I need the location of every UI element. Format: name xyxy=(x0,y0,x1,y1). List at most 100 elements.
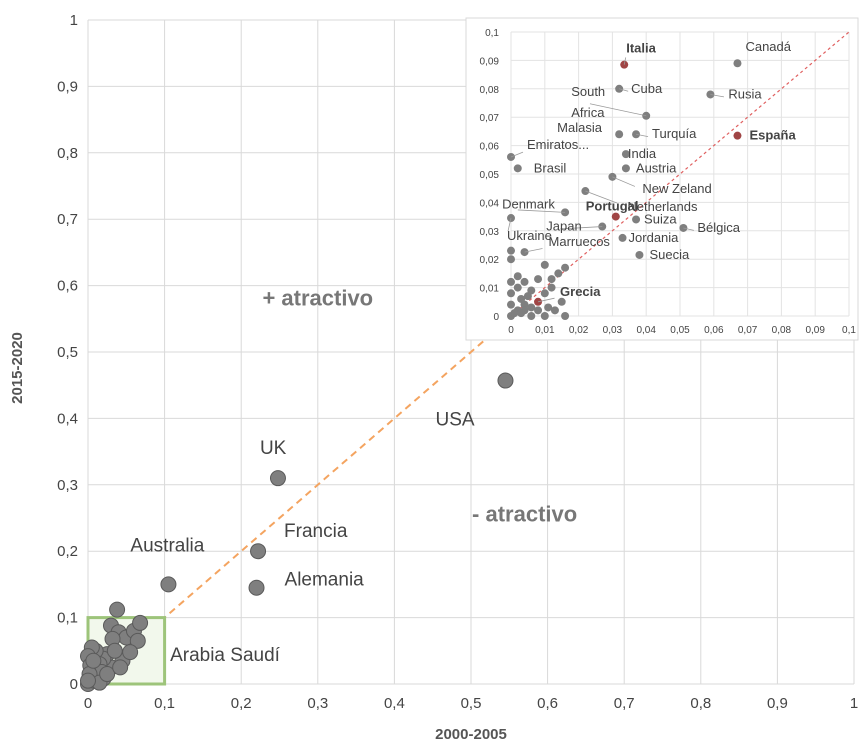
inset-point xyxy=(513,272,522,281)
inset-point-espana xyxy=(733,131,742,140)
inset-label-austria: Austria xyxy=(636,160,677,175)
main-point xyxy=(99,666,116,683)
inset-point-jordania xyxy=(618,233,627,242)
inset-leader-marruecos xyxy=(524,248,543,253)
main-point-australia xyxy=(160,576,177,593)
inset-label-italia: Italia xyxy=(626,41,656,56)
inset-label-cuba: Cuba xyxy=(631,81,663,96)
inset-y-tick-label: 0 xyxy=(493,312,499,323)
inset-leader-belgica xyxy=(683,227,694,231)
inset-point-suiza xyxy=(632,215,641,224)
main-y-tick-label: 0,7 xyxy=(57,211,78,228)
inset-x-tick-label: 0,08 xyxy=(772,325,792,336)
inset-y-tick-label: 0,01 xyxy=(480,284,500,295)
main-x-tick-label: 0,3 xyxy=(307,695,328,712)
inset-point xyxy=(527,312,536,320)
inset-label-espana: España xyxy=(749,128,796,143)
inset-label-grecia: Grecia xyxy=(560,284,601,299)
inset-label-malasia: Malasia xyxy=(557,120,603,135)
main-label-francia: Francia xyxy=(284,521,348,542)
main-point-alemania xyxy=(248,579,265,596)
inset-chart: 0 0,01 0,02 0,03 0,04 0,05 0,06 0,07 0,08 0,09 0,1… xyxy=(465,17,859,341)
main-tick-labels: 0 0,1 0,2 0,3 0,4 0,5 0,6 0,7 0,8 0,9 1 0 0,1 0,2 0,3 0… xyxy=(57,12,858,712)
inset-leader-cuba xyxy=(619,88,629,92)
main-x-tick-label: 0,8 xyxy=(690,695,711,712)
main-diagonal-line xyxy=(87,324,503,685)
inset-leader-denmark xyxy=(517,209,566,213)
inset-x-tick-label: 0,1 xyxy=(842,325,856,336)
inset-x-tick-label: 0,01 xyxy=(535,325,555,336)
inset-label-emiratos: Emiratos... xyxy=(527,137,589,152)
inset-label-india: India xyxy=(628,146,657,161)
inset-point xyxy=(544,303,553,312)
main-y-tick-label: 0 xyxy=(70,676,78,693)
y-axis-title: 2015-2020 xyxy=(9,332,26,404)
inset-y-tick-label: 0,04 xyxy=(480,198,500,209)
inset-point xyxy=(507,300,515,309)
main-y-tick-label: 0,2 xyxy=(57,543,78,560)
inset-point-austria xyxy=(621,164,630,173)
region-label-atractivo: + atractivo xyxy=(262,286,373,311)
inset-x-tick-label: 0,02 xyxy=(569,325,589,336)
main-x-tick-label: 0,4 xyxy=(384,695,405,712)
inset-label-belgica: Bélgica xyxy=(697,220,740,235)
inset-label-turquia: Turquía xyxy=(652,126,697,141)
main-point xyxy=(80,672,96,689)
inset-leader-south-africa xyxy=(589,103,647,117)
inset-point xyxy=(554,269,563,278)
main-point xyxy=(85,652,102,669)
main-point xyxy=(129,632,146,649)
main-y-tick-label: 0,5 xyxy=(57,344,78,361)
main-point xyxy=(122,644,139,661)
inset-x-tick-label: 0,09 xyxy=(805,325,825,336)
main-reference-layer xyxy=(86,324,503,686)
main-x-tick-label: 0,1 xyxy=(154,695,175,712)
main-x-tick-label: 0 xyxy=(84,695,92,712)
main-points-layer xyxy=(80,372,514,692)
inset-leader-ukraine xyxy=(507,217,512,232)
main-label-australia: Australia xyxy=(130,535,204,556)
inset-point xyxy=(540,260,549,269)
inset-x-tick-label: 0,03 xyxy=(603,325,623,336)
inset-label-new-zeland: New Zeland xyxy=(642,181,711,196)
main-point-arabia-saudi xyxy=(132,614,149,631)
inset-point-malasia xyxy=(615,130,624,139)
inset-leader-new-zeland xyxy=(612,176,636,187)
inset-gridlines xyxy=(510,31,850,317)
inset-point xyxy=(513,283,522,292)
inset-leader-emiratos xyxy=(510,151,524,158)
main-y-tick-label: 0,8 xyxy=(57,145,78,162)
inset-label-canada: Canadá xyxy=(745,39,791,54)
main-x-tick-label: 1 xyxy=(850,695,858,712)
inset-label-ukraine: Ukraine xyxy=(507,228,552,243)
inset-label-suiza: Suiza xyxy=(644,211,677,226)
main-label-alemania: Alemania xyxy=(285,570,365,591)
inset-x-tick-label: 0,07 xyxy=(738,325,758,336)
main-x-tick-label: 0,7 xyxy=(614,695,635,712)
main-label-arabia-saudi: Arabia Saudí xyxy=(170,645,281,666)
inset-point xyxy=(507,277,515,286)
main-y-tick-label: 0,3 xyxy=(57,477,78,494)
main-y-tick-label: 0,4 xyxy=(57,410,78,427)
inset-point xyxy=(534,306,543,315)
inset-point xyxy=(540,312,549,320)
inset-label-brasil: Brasil xyxy=(534,160,567,175)
main-y-tick-label: 0,9 xyxy=(57,78,78,95)
main-y-tick-label: 1 xyxy=(70,12,78,29)
inset-point xyxy=(540,289,549,298)
inset-point xyxy=(547,283,556,292)
inset-label-suecia: Suecia xyxy=(649,247,690,262)
inset-point-india xyxy=(621,150,630,159)
inset-label-south-africa: South Africa xyxy=(571,84,605,120)
inset-point xyxy=(561,312,570,320)
inset-label-netherlands: Netherlands xyxy=(627,199,698,214)
inset-point-suecia xyxy=(635,250,644,259)
inset-point xyxy=(507,289,515,298)
main-point-francia xyxy=(250,543,267,560)
inset-point xyxy=(517,294,526,303)
inset-label-portugal: Portugal xyxy=(586,199,639,214)
inset-point xyxy=(547,275,556,284)
inset-label-denmark: Denmark xyxy=(502,196,555,211)
main-point xyxy=(109,601,126,618)
